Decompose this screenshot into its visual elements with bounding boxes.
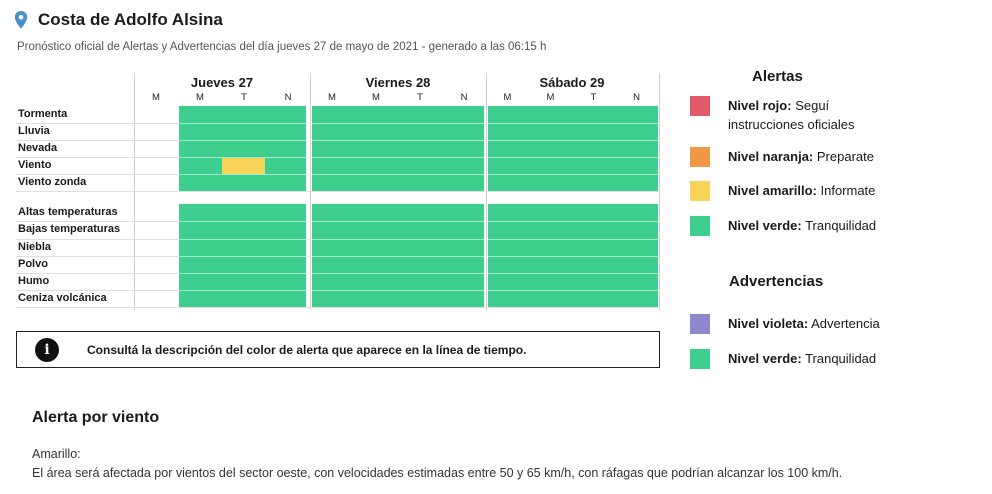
color-swatch-verde	[690, 349, 710, 369]
cell-divider	[179, 157, 658, 158]
cell-divider	[179, 239, 658, 240]
row-label-humo: Humo	[18, 275, 50, 287]
cell-divider	[179, 140, 658, 141]
slot-label: M	[152, 92, 160, 103]
slot-label: M	[196, 92, 204, 103]
legend-level-name: Nivel naranja:	[728, 149, 814, 164]
alert-timeline-grid: Jueves 27 M M T N Viernes 28 M M T N Sáb…	[16, 73, 660, 311]
alert-cell-viento-amarillo[interactable]	[222, 158, 265, 174]
legend-level-name: Nivel violeta:	[728, 316, 809, 331]
legend-alerts-title: Alertas	[752, 68, 803, 85]
row-label-niebla: Niebla	[18, 241, 52, 253]
row-label-bajas-temperaturas: Bajas temperaturas	[18, 223, 121, 235]
slot-label: T	[417, 92, 423, 103]
slot-label: M	[546, 92, 555, 103]
alert-detail-description: El área será afectada por vientos del se…	[32, 466, 843, 480]
row-label-viento-zonda: Viento zonda	[18, 176, 87, 188]
slot-label: M	[328, 92, 336, 103]
color-swatch-verde	[690, 216, 710, 236]
cell-divider	[179, 290, 658, 291]
slot-label: T	[241, 92, 247, 103]
day-header-viernes: Viernes 28 M M T N	[310, 73, 486, 107]
day-name: Sábado 29	[539, 75, 605, 90]
row-label-viento: Viento	[18, 159, 52, 171]
color-swatch-rojo	[690, 96, 710, 116]
alert-level-cells-viernes	[312, 106, 484, 191]
legend-level-name: Nivel amarillo:	[728, 183, 817, 198]
row-label-lluvia: Lluvia	[18, 125, 50, 137]
slot-label: N	[460, 92, 468, 103]
legend-item-verde-advertencia: Nivel verde: Tranquilidad	[690, 349, 903, 369]
legend-item-naranja: Nivel naranja: Preparate	[690, 147, 903, 167]
day-name: Viernes 28	[365, 75, 431, 90]
day-header-jueves: Jueves 27 M M T N	[134, 73, 310, 107]
legend-level-desc: Tranquilidad	[801, 351, 877, 366]
slot-label: N	[284, 92, 292, 103]
alert-level-cells-jueves	[179, 106, 306, 191]
slot-label: M	[372, 92, 380, 103]
info-icon: i	[35, 337, 59, 362]
alert-detail-level: Amarillo:	[32, 447, 81, 461]
legend-item-violeta: Nivel violeta: Advertencia	[690, 314, 903, 334]
row-label-tormenta: Tormenta	[18, 108, 68, 120]
row-divider	[16, 307, 660, 308]
cell-divider	[179, 256, 658, 257]
page-title: Costa de Adolfo Alsina	[38, 10, 223, 29]
legend-level-name: Nivel verde:	[728, 218, 802, 233]
legend-level-name: Nivel rojo:	[728, 98, 792, 113]
color-swatch-violeta	[690, 314, 710, 334]
slot-label: T	[590, 92, 597, 103]
row-label-polvo: Polvo	[18, 258, 48, 270]
forecast-subtitle: Pronóstico oficial de Alertas y Adverten…	[17, 41, 547, 53]
cell-divider	[179, 123, 658, 124]
legend-item-rojo: Nivel rojo: Seguí instrucciones oficiale…	[690, 96, 903, 134]
cell-divider	[179, 174, 658, 175]
legend-level-desc: Advertencia	[808, 316, 880, 331]
legend-label: Nivel naranja: Preparate	[728, 147, 903, 166]
day-name: Jueves 27	[190, 75, 254, 90]
legend-label: Nivel amarillo: Informate	[728, 181, 903, 200]
legend-warnings-title: Advertencias	[729, 273, 824, 290]
cell-divider	[179, 221, 658, 222]
row-label-altas-temperaturas: Altas temperaturas	[18, 206, 118, 218]
legend-label: Nivel rojo: Seguí instrucciones oficiale…	[728, 96, 903, 134]
legend-item-verde: Nivel verde: Tranquilidad	[690, 216, 903, 236]
timeline-info-box: i Consultá la descripción del color de a…	[16, 331, 660, 368]
alert-level-cells-sabado	[488, 106, 658, 191]
color-swatch-naranja	[690, 147, 710, 167]
row-label-nevada: Nevada	[18, 142, 58, 154]
info-text: Consultá la descripción del color de ale…	[87, 342, 527, 357]
page-header: Costa de Adolfo Alsina	[14, 10, 223, 30]
legend-level-desc: Seguí instrucciones oficiales	[728, 98, 855, 132]
legend-label: Nivel verde: Tranquilidad	[728, 216, 903, 235]
legend-level-name: Nivel verde:	[728, 351, 802, 366]
row-label-ceniza-volcanica: Ceniza volcánica	[18, 292, 107, 304]
slot-label: N	[633, 92, 640, 103]
alert-detail-title: Alerta por viento	[32, 409, 160, 426]
legend-level-desc: Preparate	[813, 149, 874, 164]
cell-divider	[179, 273, 658, 274]
location-pin-icon	[14, 11, 28, 29]
legend-label: Nivel verde: Tranquilidad	[728, 349, 903, 368]
row-divider	[16, 191, 660, 192]
day-header-sabado: Sábado 29 M M T N	[486, 73, 658, 107]
color-swatch-amarillo	[690, 181, 710, 201]
legend-label: Nivel violeta: Advertencia	[728, 314, 903, 333]
legend-level-desc: Tranquilidad	[801, 218, 877, 233]
slot-label: M	[503, 92, 512, 103]
legend-level-desc: Informate	[816, 183, 876, 198]
legend-item-amarillo: Nivel amarillo: Informate	[690, 181, 903, 201]
